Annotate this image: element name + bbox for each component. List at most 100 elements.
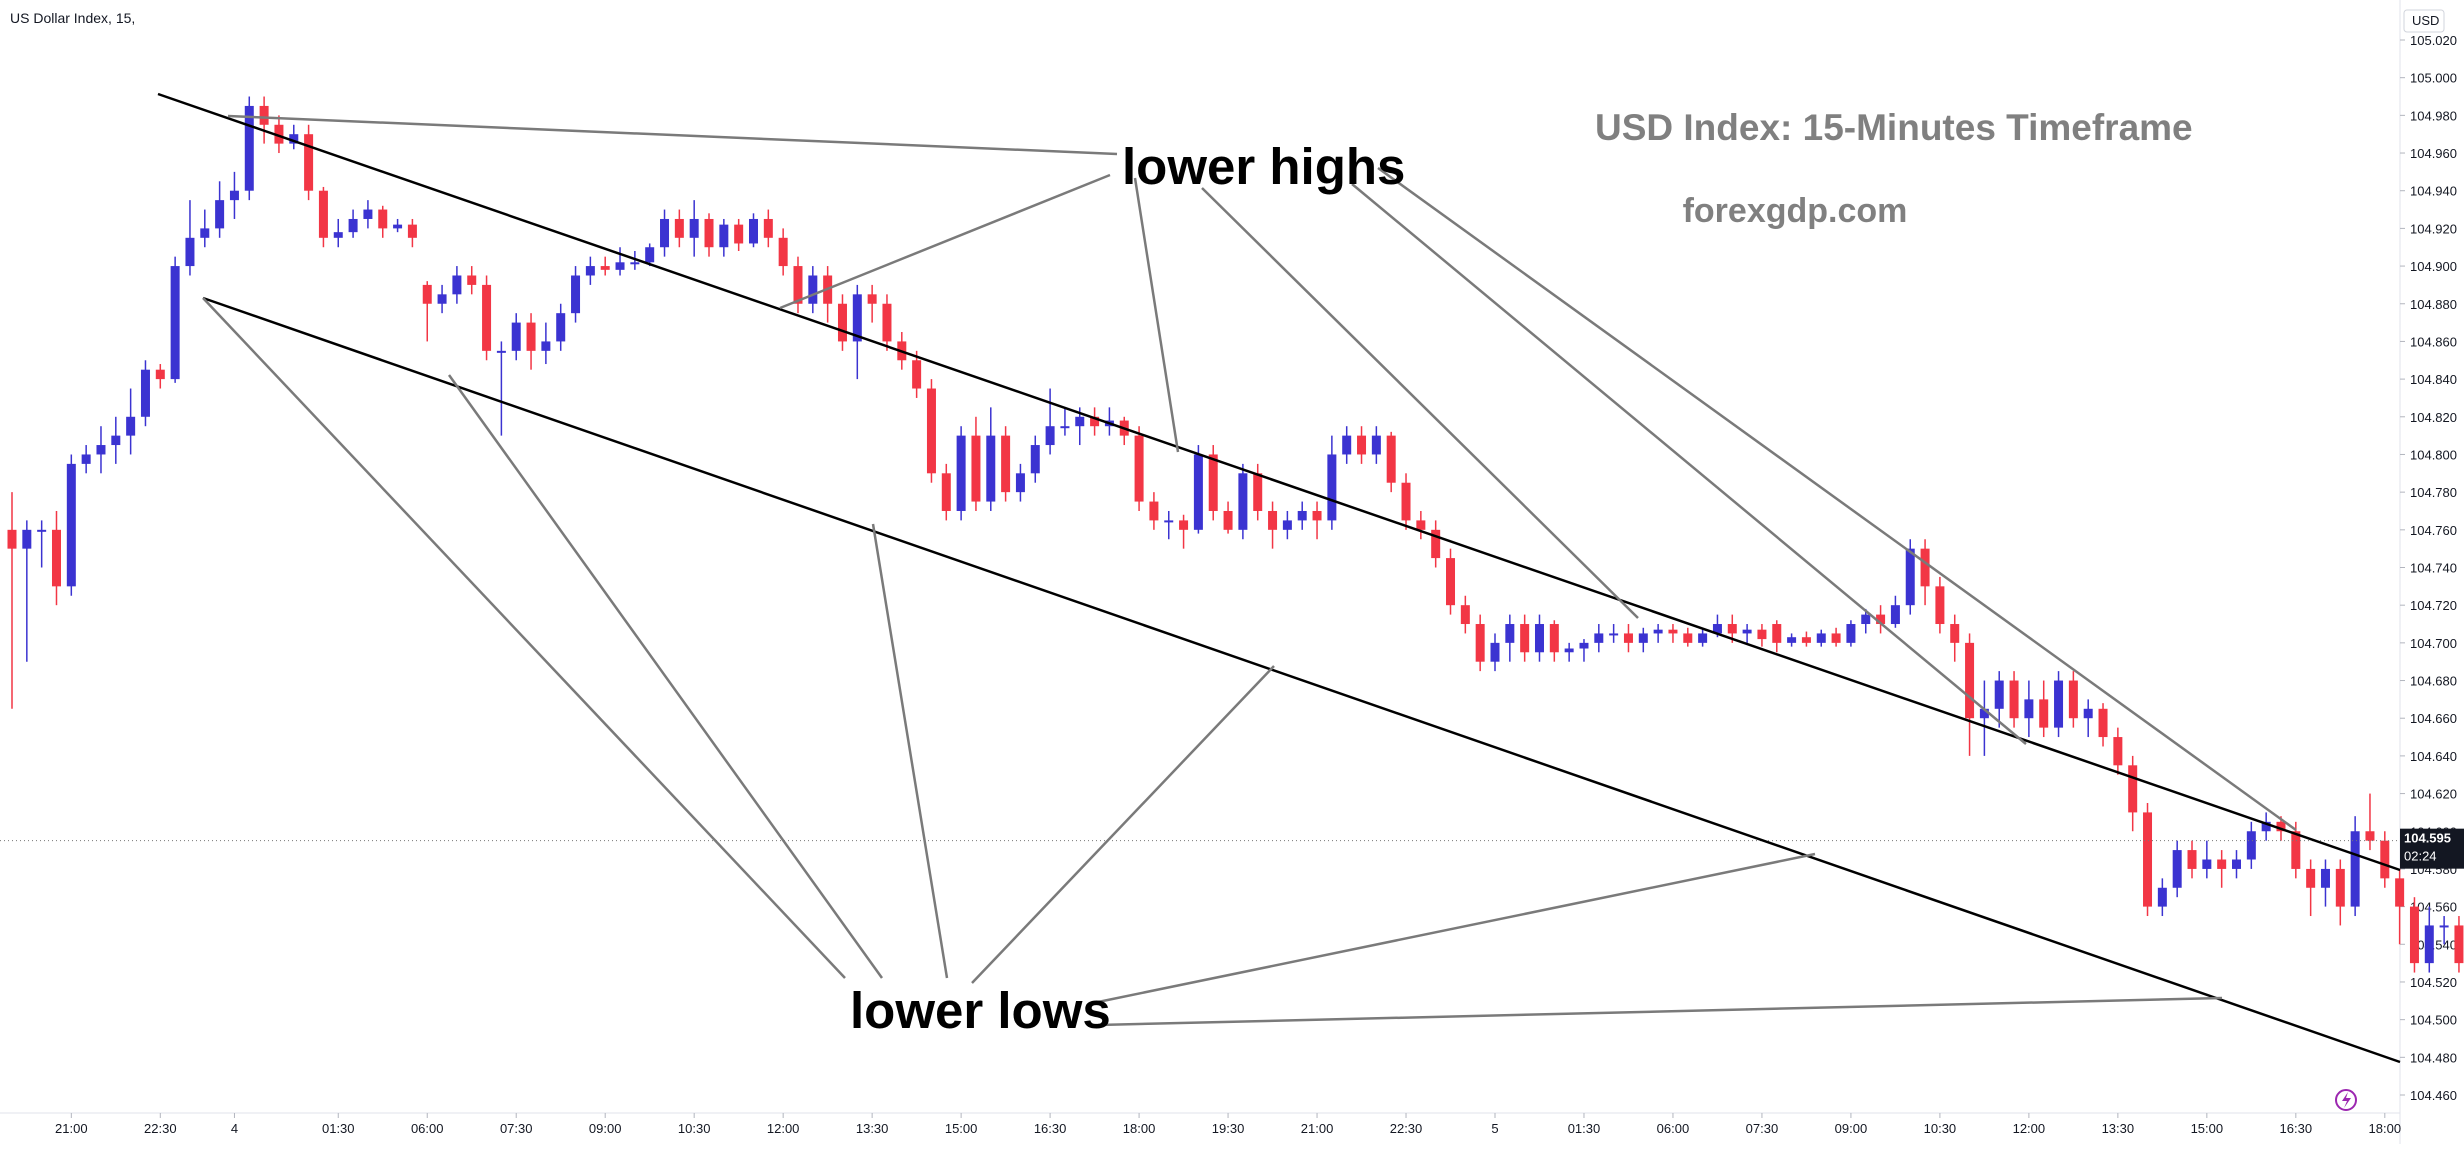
price-marker-value: 104.595 (2404, 831, 2451, 846)
candle-body (1416, 520, 1425, 529)
candle-body (438, 294, 447, 303)
candle (957, 426, 966, 520)
candle-body (1075, 417, 1084, 426)
candle-body (2024, 699, 2033, 718)
candle (1194, 445, 1203, 534)
y-tick-label: 104.480 (2410, 1050, 2457, 1065)
candle-body (927, 389, 936, 474)
candle (2054, 671, 2063, 737)
candle-body (1683, 633, 1692, 642)
candle (482, 275, 491, 360)
y-tick-label: 104.520 (2410, 975, 2457, 990)
x-tick-label: 21:00 (55, 1121, 88, 1136)
y-tick-label: 104.980 (2410, 108, 2457, 123)
candle-body (1031, 445, 1040, 473)
candle-body (378, 210, 387, 229)
candle-body (452, 275, 461, 294)
candle-body (2188, 850, 2197, 869)
y-tick-label: 104.740 (2410, 561, 2457, 576)
candle-body (22, 530, 31, 549)
y-tick-label: 104.760 (2410, 523, 2457, 538)
candle-body (1565, 649, 1574, 653)
candle-body (512, 323, 521, 351)
candle-body (1135, 436, 1144, 502)
candle (1446, 549, 1455, 615)
x-tick-label: 21:00 (1301, 1121, 1334, 1136)
candle-body (1238, 473, 1247, 530)
candle-body (1209, 454, 1218, 511)
candle-body (1832, 633, 1841, 642)
candle-body (2232, 860, 2241, 869)
y-tick-label: 104.460 (2410, 1088, 2457, 1103)
candle-body (1757, 630, 1766, 639)
candle-body (2217, 860, 2226, 869)
y-tick-label: 104.660 (2410, 711, 2457, 726)
candle-body (1906, 549, 1915, 606)
x-tick-label: 22:30 (1390, 1121, 1423, 1136)
candle-body (1402, 483, 1411, 521)
candle-body (245, 106, 254, 191)
candle-body (764, 219, 773, 238)
candle (2143, 803, 2152, 916)
y-tick-label: 104.700 (2410, 636, 2457, 651)
candle (927, 379, 936, 483)
y-tick-label: 104.960 (2410, 146, 2457, 161)
candle-body (1164, 520, 1173, 522)
candle-body (2365, 831, 2374, 840)
y-tick-label: 104.900 (2410, 259, 2457, 274)
candle-body (808, 275, 817, 303)
x-tick-label: 15:00 (945, 1121, 978, 1136)
candle-body (393, 225, 402, 229)
candle-body (408, 225, 417, 238)
candle-body (1505, 624, 1514, 643)
candle-body (912, 360, 921, 388)
candle-body (541, 341, 550, 350)
candle-body (1491, 643, 1500, 662)
y-tick-label: 104.920 (2410, 221, 2457, 236)
x-tick-label: 18:00 (2369, 1121, 2402, 1136)
candle-body (1476, 624, 1485, 662)
candle-body (630, 262, 639, 264)
x-tick-label: 13:30 (856, 1121, 889, 1136)
x-tick-label: 19:30 (1212, 1121, 1245, 1136)
x-tick-label: 10:30 (678, 1121, 711, 1136)
candle (2425, 907, 2434, 973)
candle (171, 257, 180, 383)
candle-body (52, 530, 61, 587)
candle-body (156, 370, 165, 379)
candle-body (793, 266, 802, 304)
candle (67, 454, 76, 595)
candle-body (2158, 888, 2167, 907)
candle-body (1743, 630, 1752, 634)
candle-body (111, 436, 120, 445)
candle-body (141, 370, 150, 417)
candle-body (749, 219, 758, 243)
candle-body (200, 228, 209, 237)
candle-body (2410, 907, 2419, 964)
candle-body (1060, 426, 1069, 428)
candle-body (705, 219, 714, 247)
candle-body (838, 304, 847, 342)
candle-body (971, 436, 980, 502)
candle-body (2291, 831, 2300, 869)
candle-body (586, 266, 595, 275)
candle-body (1298, 511, 1307, 520)
y-tick-label: 104.880 (2410, 297, 2457, 312)
x-tick-label: 06:00 (411, 1121, 444, 1136)
currency-label: USD (2412, 13, 2439, 28)
candle-body (1995, 681, 2004, 709)
lower-lows-label: lower lows (850, 982, 1111, 1039)
candle (2454, 916, 2463, 973)
candle-body (185, 238, 194, 266)
candle-body (2351, 831, 2360, 906)
candle-body (96, 445, 105, 454)
candle (304, 125, 313, 200)
candle-body (2128, 765, 2137, 812)
candle-body (37, 530, 46, 532)
candle-body (616, 262, 625, 270)
candle-body (2380, 841, 2389, 879)
y-tick-label: 105.000 (2410, 71, 2457, 86)
x-tick-label: 07:30 (1746, 1121, 1779, 1136)
